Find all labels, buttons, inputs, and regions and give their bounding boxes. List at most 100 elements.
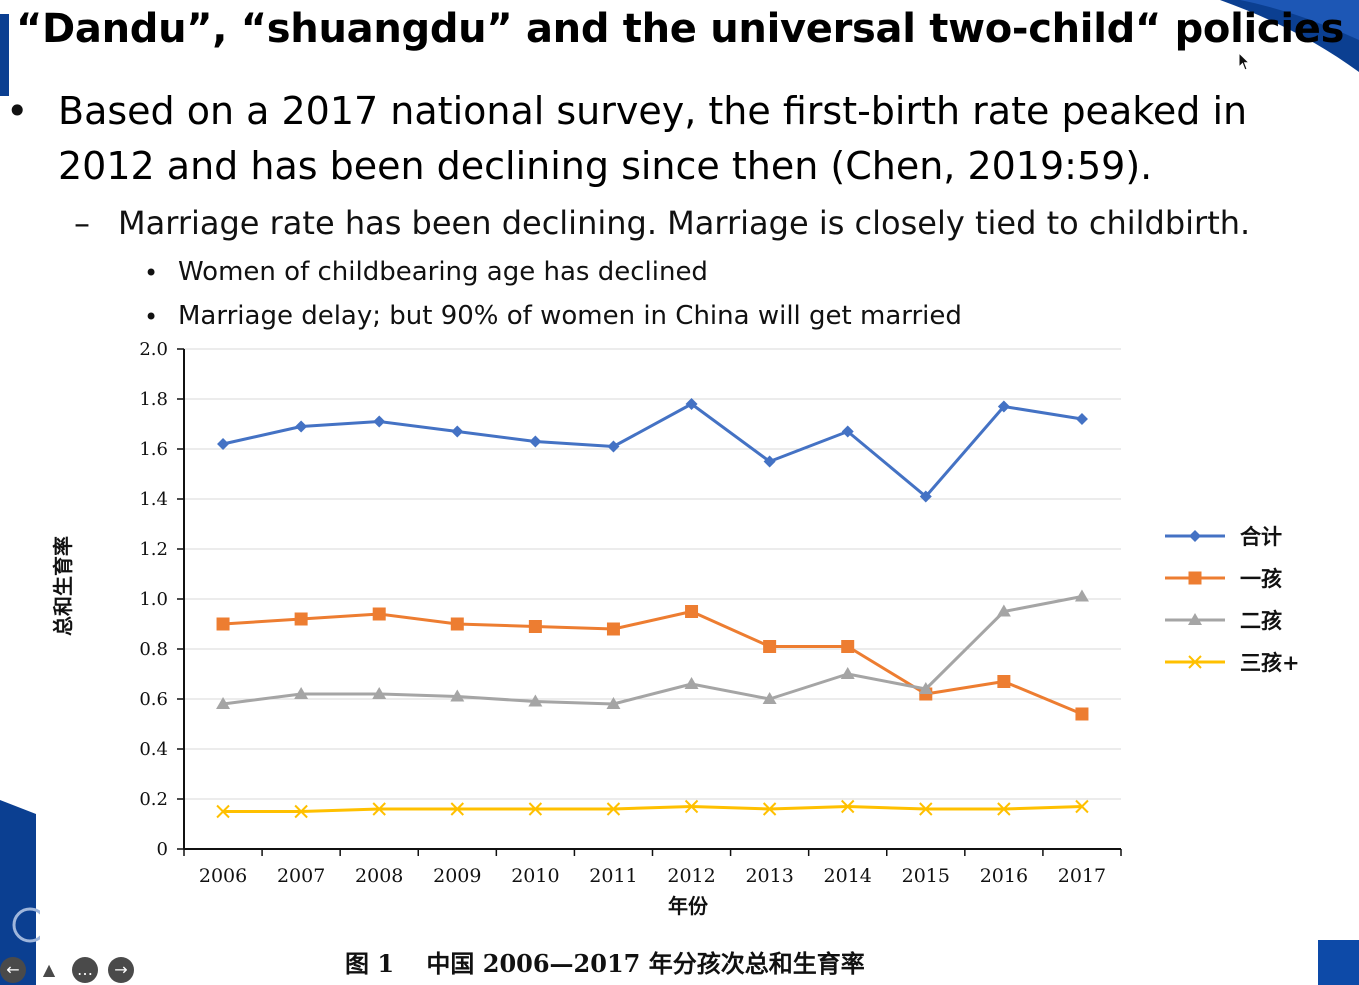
x-tick-label: 2016 bbox=[980, 865, 1028, 887]
sub-bullet-text: Marriage rate has been declining. Marria… bbox=[118, 204, 1251, 242]
data-point bbox=[372, 802, 386, 816]
data-point bbox=[841, 425, 854, 438]
y-tick-label: 0.4 bbox=[139, 739, 168, 760]
series-line-2 bbox=[222, 610, 1083, 716]
x-tick-label: 2014 bbox=[824, 865, 872, 887]
data-point bbox=[528, 802, 543, 816]
x-tick-label: 2009 bbox=[433, 865, 481, 887]
data-point bbox=[841, 799, 855, 814]
y-tick-label: 2.0 bbox=[139, 339, 168, 360]
x-tick-label: 2011 bbox=[589, 865, 637, 887]
x-tick-label: 2008 bbox=[355, 865, 403, 887]
y-tick-label: 1.4 bbox=[139, 489, 168, 510]
data-point bbox=[841, 640, 855, 653]
data-point bbox=[997, 400, 1010, 413]
legend-label: 一孩 bbox=[1240, 566, 1282, 591]
data-point bbox=[997, 675, 1011, 688]
data-point bbox=[294, 687, 309, 699]
data-point bbox=[684, 677, 699, 689]
y-tick-label: 1.8 bbox=[139, 389, 168, 410]
sub-sub-bullet-marker: • bbox=[144, 303, 159, 331]
data-point bbox=[528, 694, 543, 707]
x-tick-label: 2006 bbox=[199, 865, 247, 887]
x-axis-title: 年份 bbox=[668, 894, 709, 918]
data-point bbox=[919, 802, 933, 816]
data-point bbox=[1075, 799, 1089, 814]
data-point bbox=[1075, 707, 1089, 721]
y-tick-label: 1.0 bbox=[139, 589, 168, 610]
data-point bbox=[918, 682, 933, 694]
series-line-3 bbox=[222, 595, 1083, 706]
legend-marker bbox=[1189, 530, 1201, 542]
data-point bbox=[1074, 589, 1089, 602]
data-point bbox=[684, 799, 699, 814]
y-tick-label: 0.6 bbox=[139, 689, 168, 710]
arrow-left-icon[interactable]: ← bbox=[0, 957, 26, 983]
data-point bbox=[372, 607, 386, 621]
data-point bbox=[840, 667, 855, 679]
data-point bbox=[763, 640, 777, 653]
data-point bbox=[762, 802, 777, 816]
data-point bbox=[919, 490, 932, 503]
decorative-corner-shape bbox=[1220, 0, 1359, 72]
sub-sub-bullet-text: Women of childbearing age has declined bbox=[178, 257, 708, 287]
legend-marker bbox=[1188, 655, 1202, 669]
y-tick-label: 0.8 bbox=[139, 639, 168, 660]
x-tick-label: 2015 bbox=[902, 865, 950, 887]
data-point bbox=[451, 425, 464, 438]
data-point bbox=[529, 435, 542, 448]
slide-title: “Dandu”, “shuangdu” and the universal tw… bbox=[16, 6, 1345, 52]
data-point bbox=[606, 802, 621, 816]
legend-label: 合计 bbox=[1240, 524, 1282, 549]
x-tick-label: 2017 bbox=[1058, 865, 1106, 887]
data-point bbox=[607, 440, 620, 453]
data-point bbox=[763, 455, 776, 468]
data-point bbox=[996, 604, 1011, 617]
data-point bbox=[216, 804, 230, 819]
sub-bullet-marker: – bbox=[74, 204, 90, 242]
data-point bbox=[373, 415, 386, 428]
y-axis-title: 总和生育率 bbox=[51, 536, 75, 636]
decorative-logo-area bbox=[0, 800, 40, 985]
pen-icon[interactable]: ▲ bbox=[42, 960, 56, 979]
sub-sub-bullet-text: Marriage delay; but 90% of women in Chin… bbox=[178, 301, 962, 331]
data-point bbox=[685, 605, 699, 618]
data-point bbox=[685, 398, 698, 410]
data-point bbox=[1075, 413, 1088, 425]
data-point bbox=[450, 617, 464, 631]
fertility-rate-line-chart: 0 0.2 0.4 0.6 0.8 1.0 1.2 1.4 1.6 1.8 2.0 2006 2007 2… bbox=[51, 339, 1300, 978]
data-point bbox=[216, 617, 230, 631]
more-icon[interactable]: … bbox=[72, 957, 98, 983]
mouse-pointer-icon bbox=[1238, 52, 1251, 71]
data-point bbox=[216, 697, 231, 709]
series-line-1 bbox=[222, 402, 1083, 498]
data-point bbox=[294, 612, 308, 626]
data-point bbox=[450, 689, 465, 702]
chart-caption: 图 1 中国 2006—2017 年分孩次总和生育率 bbox=[345, 949, 865, 978]
legend-marker bbox=[1188, 571, 1202, 585]
data-point bbox=[295, 420, 308, 433]
decorative-corner-block bbox=[1318, 940, 1359, 985]
arrow-right-icon[interactable]: → bbox=[108, 957, 134, 983]
x-tick-label: 2010 bbox=[511, 865, 559, 887]
y-tick-label: 0 bbox=[157, 839, 168, 860]
data-point bbox=[217, 438, 230, 450]
data-point bbox=[606, 622, 620, 636]
data-point bbox=[294, 804, 308, 819]
x-tick-label: 2007 bbox=[277, 865, 325, 887]
data-point bbox=[528, 620, 542, 633]
data-point bbox=[372, 687, 387, 699]
slideshow-controls: ← ▲ … → bbox=[0, 955, 150, 985]
data-point bbox=[997, 802, 1011, 816]
data-point bbox=[762, 692, 777, 704]
sub-sub-bullet-marker: • bbox=[144, 259, 159, 287]
legend-marker bbox=[1188, 613, 1202, 625]
bullet-main-text: Based on a 2017 national survey, the fir… bbox=[58, 89, 1248, 188]
x-tick-label: 2013 bbox=[745, 865, 793, 887]
data-point bbox=[450, 802, 464, 816]
y-tick-label: 1.2 bbox=[139, 539, 168, 560]
data-point bbox=[606, 697, 621, 709]
x-tick-label: 2012 bbox=[667, 865, 715, 887]
legend-label: 二孩 bbox=[1240, 608, 1282, 633]
